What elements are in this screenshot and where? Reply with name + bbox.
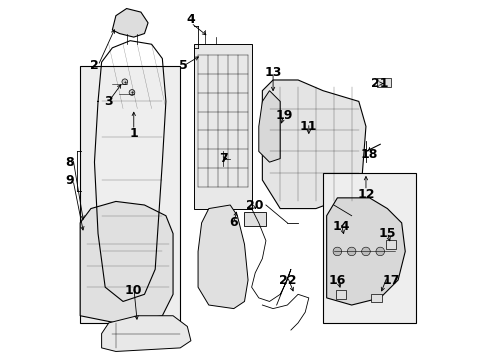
Circle shape	[122, 79, 127, 85]
Text: 19: 19	[275, 109, 292, 122]
Bar	[385, 240, 395, 249]
Text: 8: 8	[65, 156, 74, 168]
Polygon shape	[194, 44, 251, 208]
FancyBboxPatch shape	[80, 66, 180, 323]
Text: 5: 5	[179, 59, 188, 72]
Text: 13: 13	[264, 66, 281, 79]
Polygon shape	[112, 9, 148, 37]
Text: 11: 11	[300, 120, 317, 133]
Text: 9: 9	[65, 174, 74, 186]
Circle shape	[332, 247, 341, 256]
FancyBboxPatch shape	[323, 173, 415, 323]
Circle shape	[375, 247, 384, 256]
Bar	[335, 290, 346, 298]
Text: 21: 21	[371, 77, 388, 90]
Text: 22: 22	[278, 274, 296, 287]
Circle shape	[129, 90, 135, 95]
Text: 4: 4	[186, 13, 195, 26]
Bar	[376, 78, 390, 87]
Polygon shape	[80, 202, 173, 323]
Text: 12: 12	[356, 188, 374, 201]
Text: 14: 14	[331, 220, 349, 233]
Circle shape	[361, 247, 369, 256]
Bar	[370, 294, 381, 302]
Text: 10: 10	[125, 284, 142, 297]
Text: 7: 7	[218, 152, 227, 165]
Polygon shape	[198, 205, 247, 309]
Text: 1: 1	[129, 127, 138, 140]
Text: 18: 18	[360, 148, 377, 162]
Polygon shape	[262, 80, 365, 208]
Polygon shape	[326, 198, 405, 305]
Circle shape	[346, 247, 355, 256]
Polygon shape	[102, 316, 190, 351]
Text: 15: 15	[378, 227, 395, 240]
Bar	[244, 212, 265, 226]
Polygon shape	[258, 91, 280, 162]
Text: 17: 17	[382, 274, 399, 287]
Text: 2: 2	[90, 59, 99, 72]
Text: 16: 16	[328, 274, 346, 287]
Text: 20: 20	[246, 198, 264, 212]
Text: 6: 6	[229, 216, 238, 229]
Text: 3: 3	[104, 95, 113, 108]
